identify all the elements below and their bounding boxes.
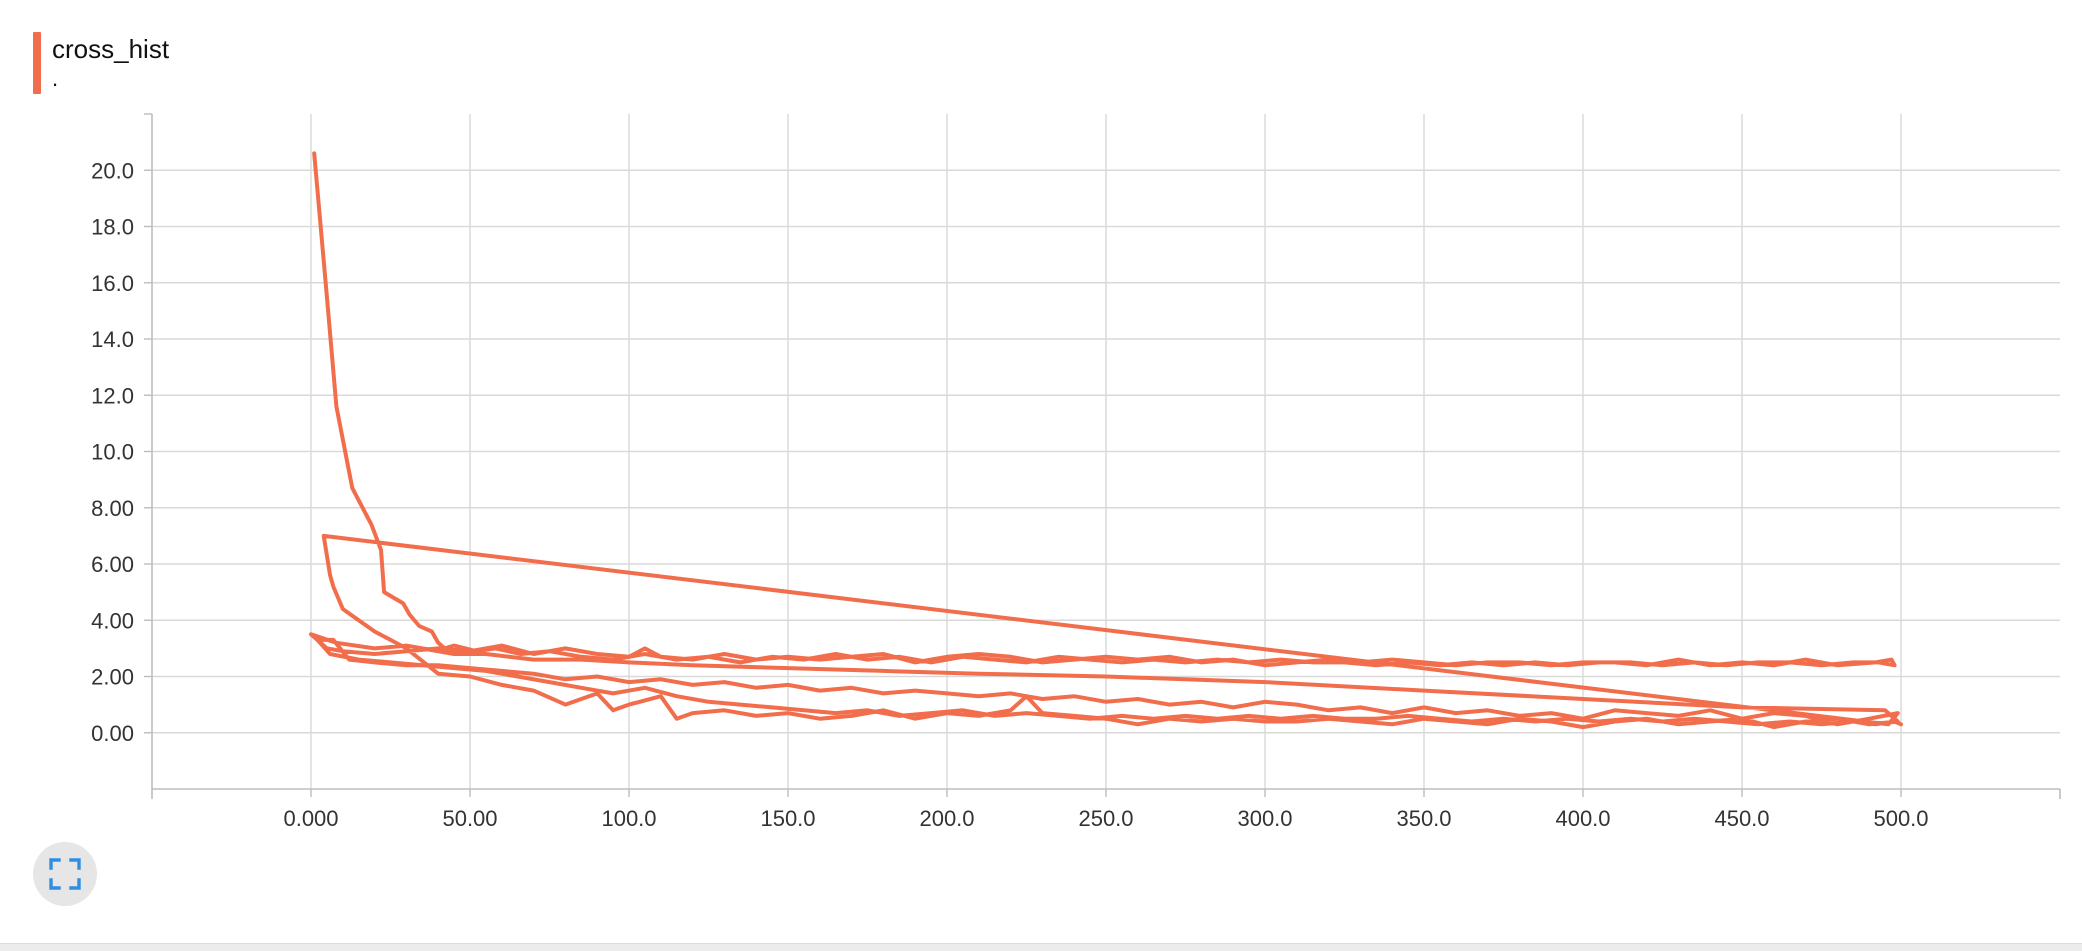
chart-title: cross_hist	[52, 34, 170, 64]
x-tick-label: 200.0	[919, 806, 974, 831]
y-tick-label: 12.0	[91, 383, 134, 408]
y-tick-label: 20.0	[91, 158, 134, 183]
chart-subtitle: .	[52, 66, 59, 91]
y-tick-label: 0.00	[91, 721, 134, 746]
x-tick-label: 0.000	[283, 806, 338, 831]
x-tick-labels: 0.000 50.00 100.0 150.0 200.0 250.0 300.0 350.0…	[283, 806, 1928, 831]
x-tick-label: 100.0	[601, 806, 656, 831]
x-tick-label: 400.0	[1555, 806, 1610, 831]
series-lines	[309, 151, 1903, 730]
x-tick-label: 250.0	[1078, 806, 1133, 831]
y-tick-label: 16.0	[91, 271, 134, 296]
y-tick-label: 18.0	[91, 215, 134, 240]
series-color-marker	[33, 32, 41, 94]
grid	[152, 114, 2060, 789]
fullscreen-icon	[49, 858, 81, 890]
y-tick-label: 8.00	[91, 496, 134, 521]
x-tick-label: 500.0	[1873, 806, 1928, 831]
y-tick-label: 2.00	[91, 665, 134, 690]
y-tick-labels: 0.00 2.00 4.00 6.00 8.00 10.0 12.0 14.0 16.0 18.0…	[91, 158, 134, 746]
x-tick-label: 450.0	[1714, 806, 1769, 831]
x-tick-label: 50.00	[442, 806, 497, 831]
axes	[144, 113, 2061, 799]
x-tick-label: 300.0	[1237, 806, 1292, 831]
x-tick-label: 150.0	[760, 806, 815, 831]
x-tick-label: 350.0	[1396, 806, 1451, 831]
y-tick-label: 4.00	[91, 608, 134, 633]
y-tick-label: 6.00	[91, 552, 134, 577]
y-tick-label: 10.0	[91, 440, 134, 465]
series-line	[309, 151, 1903, 730]
y-tick-label: 14.0	[91, 327, 134, 352]
card-bottom-border	[0, 943, 2082, 951]
fullscreen-button[interactable]	[33, 842, 97, 906]
